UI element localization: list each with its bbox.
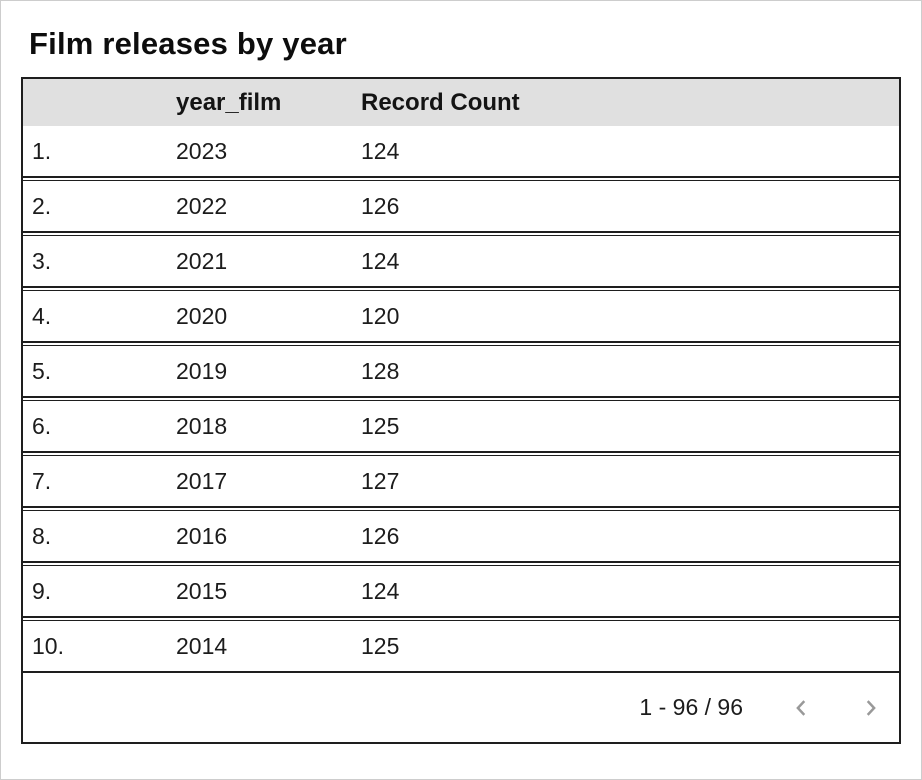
record-count-cell: 127 xyxy=(361,467,400,494)
row-index-cell: 3. xyxy=(32,247,52,274)
year-film-cell: 2018 xyxy=(176,412,228,439)
record-count-cell: 124 xyxy=(361,247,400,274)
record-count-column-header[interactable]: Record Count xyxy=(361,88,520,116)
table-header-row: year_film Record Count xyxy=(23,79,899,126)
row-index-cell: 2. xyxy=(32,192,52,219)
year-film-cell: 2014 xyxy=(176,632,228,659)
year-film-cell: 2020 xyxy=(176,302,228,329)
pagination-range-label: 1 - 96 / 96 xyxy=(639,694,743,720)
record-count-cell: 124 xyxy=(361,137,400,164)
table-row: 4. 2020 120 xyxy=(23,290,899,343)
table-row: 6. 2018 125 xyxy=(23,400,899,453)
row-index-cell: 9. xyxy=(32,577,52,604)
year-film-cell: 2019 xyxy=(176,357,228,384)
table-row: 3. 2021 124 xyxy=(23,235,899,288)
record-count-cell: 126 xyxy=(361,192,400,219)
year-film-cell: 2016 xyxy=(176,522,228,549)
record-count-cell: 126 xyxy=(361,522,400,549)
record-count-cell: 120 xyxy=(361,302,400,329)
year-film-column-header[interactable]: year_film xyxy=(176,88,282,116)
row-index-cell: 6. xyxy=(32,412,52,439)
row-index-cell: 4. xyxy=(32,302,52,329)
record-count-cell: 128 xyxy=(361,357,400,384)
table-row: 5. 2019 128 xyxy=(23,345,899,398)
table-row: 9. 2015 124 xyxy=(23,565,899,618)
table-body: 1. 2023 124 2. 2022 126 3. 2021 124 4. 2020 120 5. 20… xyxy=(23,126,899,673)
year-film-cell: 2021 xyxy=(176,247,228,274)
table-row: 7. 2017 127 xyxy=(23,455,899,508)
record-count-cell: 125 xyxy=(361,632,400,659)
table-row: 2. 2022 126 xyxy=(23,180,899,233)
chevron-right-icon xyxy=(866,699,876,716)
row-index-cell: 7. xyxy=(32,467,52,494)
chevron-left-icon xyxy=(796,699,806,716)
year-film-cell: 2023 xyxy=(176,137,228,164)
year-film-cell: 2015 xyxy=(176,577,228,604)
row-index-cell: 10. xyxy=(32,632,64,659)
record-count-cell: 124 xyxy=(361,577,400,604)
row-index-cell: 1. xyxy=(32,137,52,164)
row-index-cell: 5. xyxy=(32,357,52,384)
next-page-button[interactable] xyxy=(855,693,885,723)
row-index-cell: 8. xyxy=(32,522,52,549)
table-row: 1. 2023 124 xyxy=(23,126,899,178)
table-row: 10. 2014 125 xyxy=(23,620,899,673)
record-count-cell: 125 xyxy=(361,412,400,439)
table-row: 8. 2016 126 xyxy=(23,510,899,563)
year-film-cell: 2022 xyxy=(176,192,228,219)
chart-title: Film releases by year xyxy=(29,26,347,61)
previous-page-button[interactable] xyxy=(787,693,817,723)
table-footer: 1 - 96 / 96 xyxy=(23,673,899,742)
data-table: year_film Record Count 1. 2023 124 2. 2022 12… xyxy=(21,77,901,744)
year-film-cell: 2017 xyxy=(176,467,228,494)
